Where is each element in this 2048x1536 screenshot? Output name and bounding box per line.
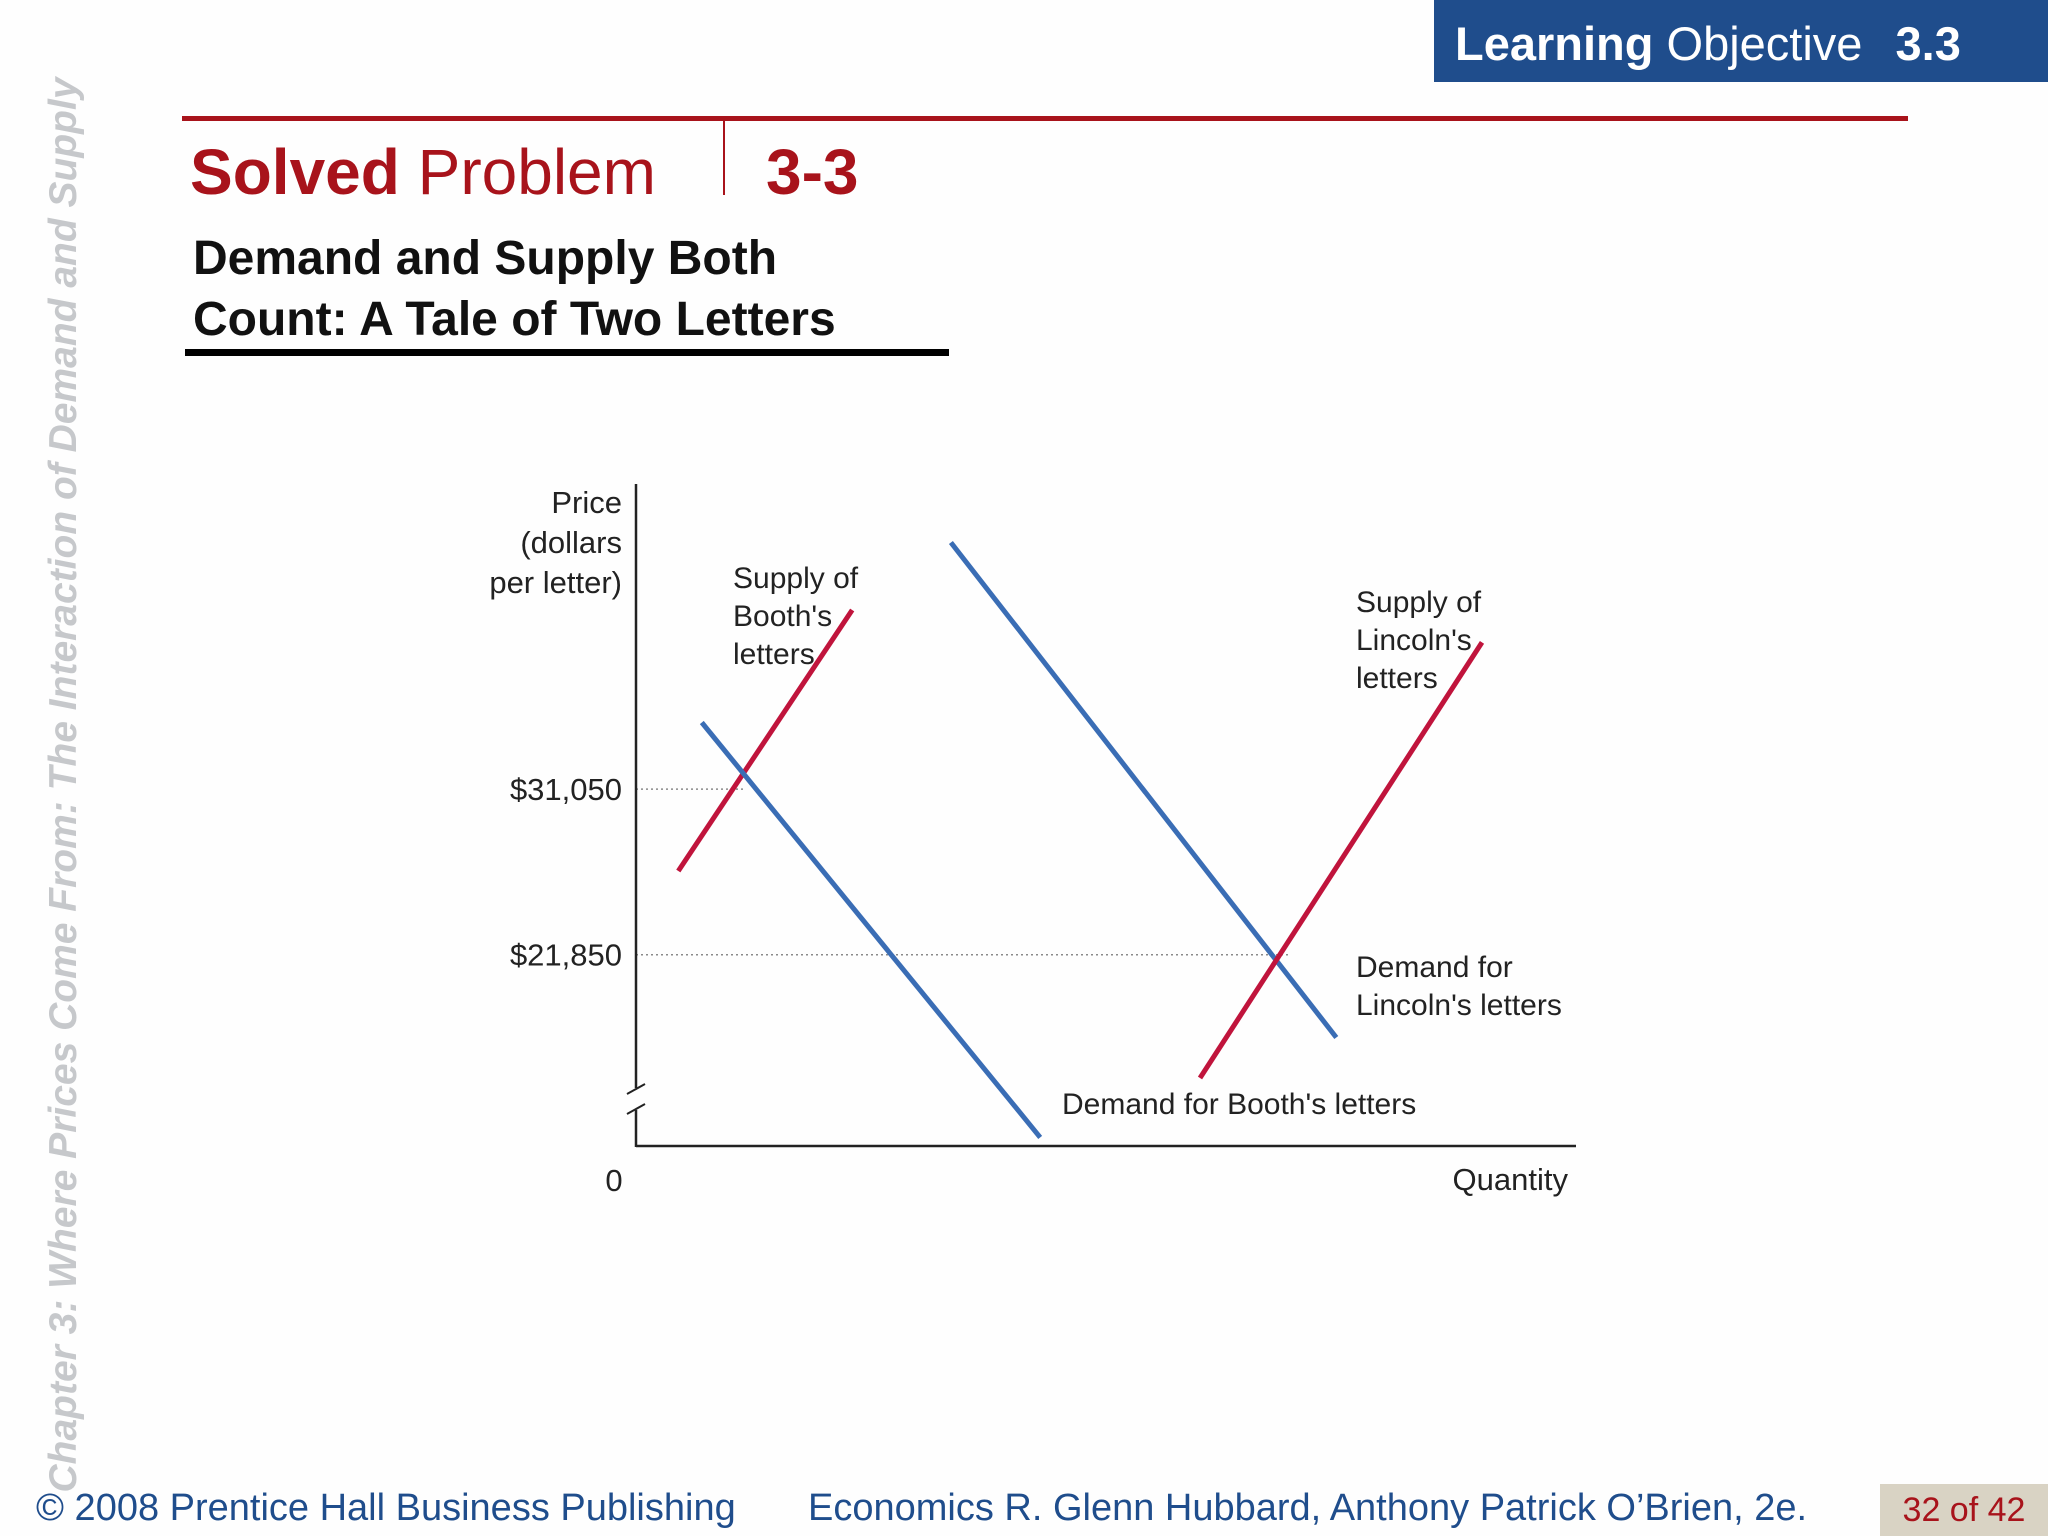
series-line-1 xyxy=(676,608,855,873)
x-axis-label: Quantity xyxy=(1453,1162,1569,1197)
subtitle-line-1: Demand and Supply Both xyxy=(193,232,778,285)
axis-break-gap xyxy=(630,1088,642,1110)
series-label-1-line-2: Booth's xyxy=(733,600,832,633)
y-axis-label-line-3: per letter) xyxy=(489,565,622,600)
series-line-3 xyxy=(948,540,1339,1040)
series-label-4-line-2: Lincoln's xyxy=(1356,624,1472,657)
series-label-3-line-1: Demand for xyxy=(1356,951,1513,984)
y-axis-label-line-2: (dollars xyxy=(520,525,622,560)
learning-objective-number: 3.3 xyxy=(1895,17,1961,70)
title-separator xyxy=(723,121,725,195)
axis-break-mark-2 xyxy=(626,1103,646,1115)
learning-objective-bold: Learning xyxy=(1455,17,1654,70)
series-label-4-line-3: letters xyxy=(1356,662,1438,695)
solved-problem-bold: Solved xyxy=(190,136,400,208)
series-label-1-line-1: Supply of xyxy=(733,562,859,595)
slide-subtitle: Demand and Supply Both Count: A Tale of … xyxy=(193,228,836,350)
footer-book: Economics R. Glenn Hubbard, Anthony Patr… xyxy=(808,1487,1808,1529)
learning-objective-rest: Objective xyxy=(1666,17,1863,70)
y-axis-label-line-1: Price xyxy=(551,485,622,520)
y-tick-label-1: $31,050 xyxy=(510,772,622,807)
series-line-4 xyxy=(1197,641,1485,1080)
y-tick-label-2: $21,850 xyxy=(510,938,622,973)
solved-problem-title: Solved Problem xyxy=(190,132,656,212)
title-rule xyxy=(182,116,1908,121)
footer: © 2008 Prentice Hall Business Publishing… xyxy=(0,1480,2048,1536)
series-label-2-line-1: Demand for Booth's letters xyxy=(1062,1088,1416,1121)
series-label-3-line-2: Lincoln's letters xyxy=(1356,989,1562,1022)
origin-label: 0 xyxy=(605,1163,622,1198)
subtitle-line-2: Count: A Tale of Two Letters xyxy=(193,293,836,346)
series-label-4-line-1: Supply of xyxy=(1356,586,1482,619)
axis-break-mark-1 xyxy=(626,1083,646,1095)
subtitle-rule xyxy=(185,349,949,356)
learning-objective-badge: Learning Objective 3.3 xyxy=(1434,0,2048,82)
solved-problem-number: 3-3 xyxy=(766,136,859,208)
footer-copyright: © 2008 Prentice Hall Business Publishing xyxy=(36,1487,736,1529)
series-label-1-line-3: letters xyxy=(733,638,815,671)
series-line-2 xyxy=(699,720,1043,1139)
solved-problem-rest: Problem xyxy=(417,136,656,208)
page-counter: 32 of 42 xyxy=(1880,1484,2048,1536)
